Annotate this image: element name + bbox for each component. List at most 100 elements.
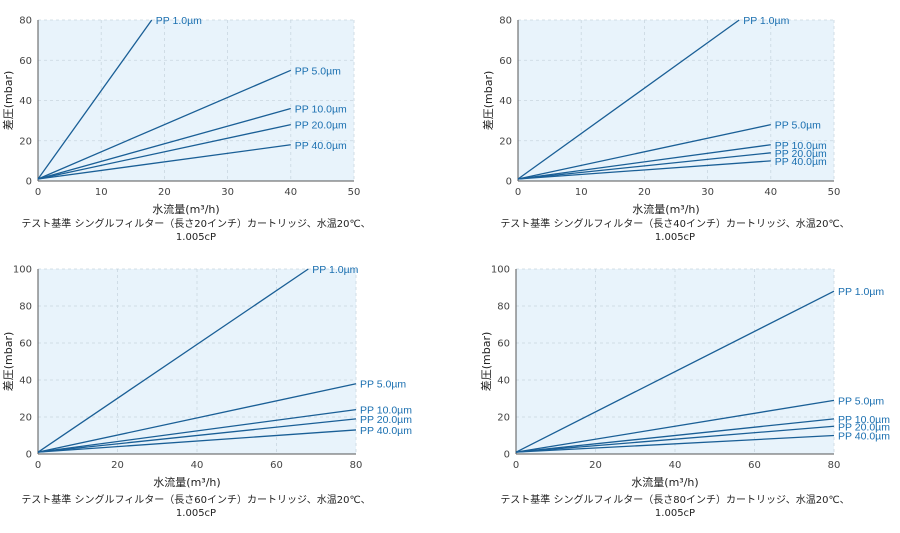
x-tick-label: 80	[828, 460, 841, 471]
y-tick-label: 0	[26, 450, 32, 461]
chart-svg: 0 20 40 60 80 0 20 40 60 80 100 水流量(m³/h) 差圧(mbar) PP…	[1, 264, 412, 489]
y-tick-label: 40	[497, 376, 510, 387]
series-line	[37, 69, 292, 180]
series-line	[515, 434, 835, 453]
series-line	[515, 425, 835, 453]
series-line	[37, 107, 291, 180]
y-tick-label: 100	[491, 265, 510, 276]
caption-line-2: 1.005cP	[654, 232, 696, 243]
chart-caption: テスト基準 シングルフィルター（長さ60インチ）カートリッジ、水温20℃、 1.…	[0, 494, 392, 520]
y-tick-label: 80	[19, 302, 32, 313]
series-line	[515, 290, 835, 453]
series-line	[515, 418, 835, 453]
x-tick-label: 0	[513, 460, 519, 471]
x-tick-label: 40	[191, 460, 204, 471]
chart-caption: テスト基準 シングルフィルター（長さ80インチ）カートリッジ、水温20℃、 1.…	[450, 494, 900, 520]
series-label: PP 20.0µm	[775, 148, 827, 160]
series-line	[517, 152, 771, 180]
y-tick-label: 60	[497, 339, 510, 350]
y-tick-label: 40	[19, 96, 32, 107]
caption-line-1: テスト基準 シングルフィルター（長さ40インチ）カートリッジ、水温20℃、	[500, 219, 850, 230]
caption-line-2: 1.005cP	[175, 508, 217, 519]
series-line	[37, 408, 357, 453]
caption-line-1: テスト基準 シングルフィルター（長さ60インチ）カートリッジ、水温20℃、	[21, 495, 371, 506]
x-axis-title: 水流量(m³/h)	[153, 475, 220, 489]
x-axis-title: 水流量(m³/h)	[152, 202, 219, 216]
x-tick-label: 0	[35, 460, 41, 471]
x-tick-label: 10	[575, 187, 588, 198]
series-line	[37, 268, 309, 453]
y-tick-label: 0	[504, 450, 510, 461]
chart-panel-80in: 0 20 40 60 80 0 20 40 60 80 100 水流量(m³/h) 差圧(mbar) PP…	[450, 265, 900, 533]
y-tick-label: 20	[19, 136, 32, 147]
x-tick-label: 30	[221, 187, 234, 198]
chart-panel-40in: 0 10 20 30 40 50 0 20 40 60 80 水流量(m³/h) 差圧(mbar) PP …	[450, 0, 900, 266]
series-label: PP 5.0µm	[838, 395, 884, 407]
chart-caption: テスト基準 シングルフィルター（長さ20インチ）カートリッジ、水温20℃、 1.…	[0, 218, 392, 244]
x-tick-label: 20	[158, 187, 171, 198]
series-label: PP 5.0µm	[775, 120, 821, 132]
y-tick-label: 100	[13, 265, 32, 276]
x-tick-label: 20	[111, 460, 124, 471]
series-line	[517, 19, 740, 180]
x-tick-label: 0	[35, 187, 41, 198]
caption-line-1: テスト基準 シングルフィルター（長さ80インチ）カートリッジ、水温20℃、	[500, 495, 850, 506]
series-label: PP 10.0µm	[295, 104, 347, 116]
chart-svg: 0 10 20 30 40 50 0 20 40 60 80 水流量(m³/h) 差圧(mbar) PP …	[481, 15, 841, 216]
series-label: PP 5.0µm	[295, 65, 341, 77]
series-label: PP 10.0µm	[775, 140, 827, 152]
series-label: PP 20.0µm	[360, 414, 412, 426]
x-tick-label: 40	[669, 460, 682, 471]
series-line	[517, 124, 771, 180]
series-label: PP 40.0µm	[838, 431, 890, 443]
y-tick-label: 0	[506, 177, 512, 188]
x-tick-label: 50	[828, 187, 841, 198]
y-tick-label: 20	[19, 413, 32, 424]
y-tick-label: 60	[19, 56, 32, 67]
series-label: PP 40.0µm	[360, 425, 412, 437]
series-label: PP 1.0µm	[312, 264, 358, 276]
y-tick-label: 0	[26, 177, 32, 188]
caption-line-1: テスト基準 シングルフィルター（長さ20インチ）カートリッジ、水温20℃、	[21, 219, 371, 230]
series-line	[37, 429, 357, 453]
x-tick-label: 0	[515, 187, 521, 198]
y-tick-label: 40	[19, 376, 32, 387]
series-label: PP 5.0µm	[360, 379, 406, 391]
series-label: PP 40.0µm	[775, 156, 827, 168]
x-tick-label: 10	[95, 187, 108, 198]
y-axis-title: 差圧(mbar)	[481, 71, 495, 131]
x-axis-title: 水流量(m³/h)	[631, 475, 698, 489]
y-axis-title: 差圧(mbar)	[1, 71, 15, 131]
chart-svg: 0 20 40 60 80 0 20 40 60 80 100 水流量(m³/h) 差圧(mbar) PP…	[479, 265, 890, 490]
chart-panel-20in: 0 10 20 30 40 50 0 20 40 60 80 水流量(m³/h) 差圧(mbar) PP …	[0, 0, 450, 266]
y-axis-title: 差圧(mbar)	[1, 332, 15, 392]
chart-panel-60in: 0 20 40 60 80 0 20 40 60 80 100 水流量(m³/h) 差圧(mbar) PP…	[0, 264, 450, 533]
series-line	[37, 144, 291, 180]
y-tick-label: 80	[19, 16, 32, 27]
x-tick-label: 30	[701, 187, 714, 198]
chart-svg: 0 10 20 30 40 50 0 20 40 60 80 水流量(m³/h) 差圧(mbar) PP …	[1, 15, 361, 216]
x-axis-title: 水流量(m³/h)	[632, 202, 699, 216]
series-label: PP 10.0µm	[360, 405, 412, 417]
series-line	[515, 399, 835, 453]
series-line	[37, 383, 357, 453]
x-tick-label: 20	[589, 460, 602, 471]
series-line	[517, 160, 771, 180]
x-tick-label: 60	[748, 460, 761, 471]
series-label: PP 40.0µm	[295, 140, 347, 152]
series-line	[37, 418, 357, 453]
caption-line-2: 1.005cP	[175, 232, 217, 243]
x-tick-label: 60	[270, 460, 283, 471]
series-line	[37, 124, 291, 180]
y-axis-title: 差圧(mbar)	[479, 332, 493, 392]
series-line	[517, 144, 771, 180]
y-tick-label: 20	[497, 413, 510, 424]
series-label: PP 1.0µm	[838, 286, 884, 298]
x-tick-label: 50	[348, 187, 361, 198]
series-line	[37, 19, 153, 180]
x-tick-label: 40	[284, 187, 297, 198]
x-tick-label: 40	[764, 187, 777, 198]
series-label: PP 1.0µm	[743, 15, 789, 27]
series-label: PP 20.0µm	[295, 120, 347, 132]
chart-caption: テスト基準 シングルフィルター（長さ40インチ）カートリッジ、水温20℃、 1.…	[450, 218, 900, 244]
